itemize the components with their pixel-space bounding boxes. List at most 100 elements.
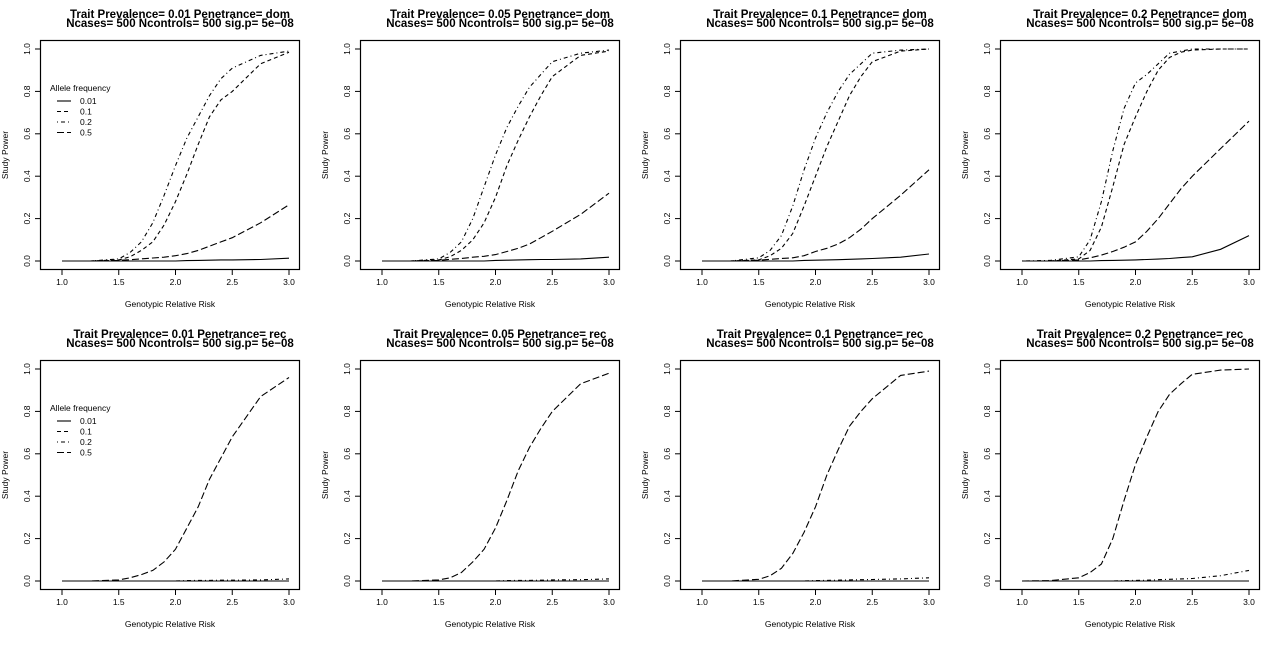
plot-svg: Trait Prevalence= 0.2 Penetrance= domNca…: [960, 9, 1261, 309]
plot-title-line1: Trait Prevalence= 0.1 Penetrance= rec: [717, 329, 924, 341]
plot-frame: [39, 359, 301, 591]
y-tick-label: 0.6: [982, 128, 992, 140]
y-tick-label: 0.6: [342, 128, 352, 140]
plot-svg: Trait Prevalence= 0.01 Penetrance= recNc…: [0, 329, 301, 629]
plot-title-line1: Trait Prevalence= 0.05 Penetrance= dom: [390, 9, 610, 21]
y-tick-label: 1.0: [662, 363, 672, 375]
y-tick-label: 0.8: [982, 85, 992, 97]
plot-panel: Trait Prevalence= 0.01 Penetrance= dom Nc…: [0, 0, 320, 320]
plot-panel: Trait Prevalence= 0.2 Penetrance= rec Nca…: [960, 320, 1280, 640]
x-tick-label: 1.0: [56, 597, 68, 607]
series-line-0.5: [1022, 120, 1250, 262]
x-tick-label: 3.0: [283, 277, 295, 287]
plot-svg: Trait Prevalence= 0.1 Penetrance= domNca…: [640, 9, 941, 309]
plot-svg: Trait Prevalence= 0.2 Penetrance= recNca…: [960, 329, 1261, 629]
plot-panel: Trait Prevalence= 0.2 Penetrance= dom Nca…: [960, 0, 1280, 320]
series-line-0.1: [1022, 48, 1249, 262]
plot-title-line2: Ncases= 500 Ncontrols= 500 sig.p= 5e−08: [66, 338, 294, 350]
x-axis-label: Genotypic Relative Risk: [1085, 619, 1176, 629]
y-axis-label: Study Power: [960, 451, 970, 499]
y-tick-label: 0.0: [342, 255, 352, 267]
x-axis-label: Genotypic Relative Risk: [125, 619, 216, 629]
y-tick-label: 0.0: [662, 255, 672, 267]
plot-title-line2: Ncases= 500 Ncontrols= 500 sig.p= 5e−08: [1026, 18, 1254, 30]
x-tick-label: 2.0: [810, 277, 822, 287]
x-tick-label: 1.0: [376, 277, 388, 287]
y-tick-label: 0.6: [22, 448, 32, 460]
x-tick-label: 3.0: [283, 597, 295, 607]
x-tick-label: 1.0: [1016, 277, 1028, 287]
series-line-0.5: [382, 372, 610, 582]
x-tick-label: 3.0: [603, 597, 615, 607]
x-tick-label: 2.5: [1186, 277, 1198, 287]
series-line-0.01: [382, 256, 610, 262]
y-tick-label: 0.2: [982, 212, 992, 224]
x-axis-label: Genotypic Relative Risk: [765, 619, 856, 629]
x-tick-label: 3.0: [923, 277, 935, 287]
y-tick-label: 0.8: [982, 405, 992, 417]
y-tick-label: 0.8: [662, 405, 672, 417]
y-tick-label: 0.4: [982, 490, 992, 502]
series-line-0.5: [382, 192, 610, 262]
y-tick-label: 1.0: [982, 363, 992, 375]
y-tick-label: 1.0: [982, 43, 992, 55]
legend-label: 0.2: [80, 437, 92, 447]
y-tick-label: 0.6: [982, 448, 992, 460]
series-line-0.2: [702, 48, 930, 262]
x-tick-label: 1.5: [753, 277, 765, 287]
y-tick-label: 1.0: [22, 363, 32, 375]
series-line-0.1: [62, 51, 290, 262]
x-tick-label: 2.0: [490, 597, 502, 607]
x-tick-label: 1.0: [376, 597, 388, 607]
y-tick-label: 1.0: [22, 43, 32, 55]
x-tick-label: 2.5: [866, 597, 878, 607]
plot-title-line1: Trait Prevalence= 0.05 Penetrance= rec: [394, 329, 607, 341]
y-axis-label: Study Power: [960, 131, 970, 179]
plot-title-line1: Trait Prevalence= 0.1 Penetrance= dom: [713, 9, 927, 21]
x-tick-label: 1.0: [696, 597, 708, 607]
plot-panel: Trait Prevalence= 0.1 Penetrance= rec Nca…: [640, 320, 960, 640]
plot-panel: Trait Prevalence= 0.01 Penetrance= rec Nc…: [0, 320, 320, 640]
plot-title-line1: Trait Prevalence= 0.01 Penetrance= dom: [70, 9, 290, 21]
x-axis-label: Genotypic Relative Risk: [1085, 299, 1176, 309]
x-tick-label: 1.0: [696, 277, 708, 287]
y-tick-label: 0.0: [22, 575, 32, 587]
plot-frame: [999, 39, 1261, 271]
plot-title-line2: Ncases= 500 Ncontrols= 500 sig.p= 5e−08: [1026, 338, 1254, 350]
plot-svg: Trait Prevalence= 0.05 Penetrance= domNc…: [320, 9, 621, 309]
y-tick-label: 0.0: [22, 255, 32, 267]
y-tick-label: 0.8: [662, 85, 672, 97]
x-tick-label: 2.5: [866, 277, 878, 287]
y-tick-label: 0.4: [982, 170, 992, 182]
y-tick-label: 0.0: [982, 255, 992, 267]
x-tick-label: 1.5: [433, 277, 445, 287]
plot-frame: [679, 39, 941, 271]
y-tick-label: 0.2: [22, 532, 32, 544]
x-tick-label: 3.0: [923, 597, 935, 607]
x-tick-label: 3.0: [1243, 277, 1255, 287]
x-tick-label: 1.5: [113, 277, 125, 287]
series-line-0.1: [382, 50, 610, 262]
y-axis-label: Study Power: [640, 131, 650, 179]
x-tick-label: 2.5: [1186, 597, 1198, 607]
x-tick-label: 2.5: [546, 597, 558, 607]
x-tick-label: 2.0: [1130, 277, 1142, 287]
x-tick-label: 2.0: [1130, 597, 1142, 607]
legend-title: Allele frequency: [50, 403, 111, 413]
x-tick-label: 1.5: [433, 597, 445, 607]
series-line-0.01: [702, 253, 930, 262]
plot-title-line2: Ncases= 500 Ncontrols= 500 sig.p= 5e−08: [706, 18, 934, 30]
plot-title-line2: Ncases= 500 Ncontrols= 500 sig.p= 5e−08: [386, 338, 614, 350]
x-tick-label: 1.5: [753, 597, 765, 607]
y-tick-label: 0.8: [342, 405, 352, 417]
plot-panel: Trait Prevalence= 0.05 Penetrance= dom Nc…: [320, 0, 640, 320]
legend-title: Allele frequency: [50, 83, 111, 93]
y-axis-label: Study Power: [0, 451, 10, 499]
plot-svg: Trait Prevalence= 0.1 Penetrance= recNca…: [640, 329, 941, 629]
x-axis-label: Genotypic Relative Risk: [445, 299, 536, 309]
x-axis-label: Genotypic Relative Risk: [445, 619, 536, 629]
series-line-0.5: [702, 370, 930, 582]
y-tick-label: 0.6: [662, 448, 672, 460]
y-tick-label: 0.8: [342, 85, 352, 97]
